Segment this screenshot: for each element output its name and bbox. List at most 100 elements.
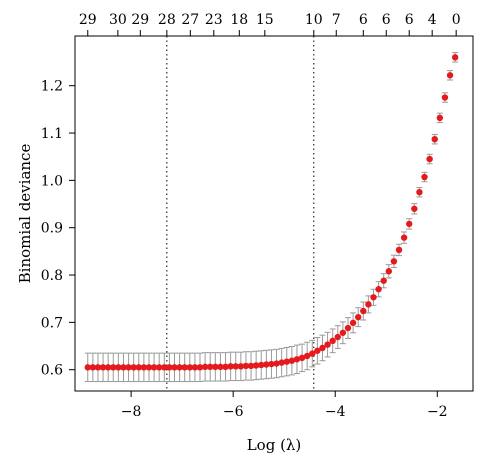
data-point (247, 362, 255, 370)
top-tick-label: 4 (428, 12, 437, 28)
data-point (370, 294, 377, 301)
top-tick-label: 23 (205, 12, 223, 28)
data-point (375, 286, 382, 293)
data-point (283, 358, 290, 365)
data-point (309, 350, 316, 357)
plot-frame (74, 35, 474, 392)
data-point (446, 72, 454, 79)
x-tick-label: −8 (121, 404, 142, 420)
reference-lines (166, 36, 315, 391)
data-point (288, 357, 296, 364)
data-point (145, 364, 153, 371)
data-point (324, 341, 331, 348)
top-tick-label: 29 (79, 12, 97, 28)
data-point (135, 364, 142, 371)
data-point (150, 364, 158, 371)
data-point (99, 364, 107, 371)
y-tick-label: 1.2 (41, 79, 63, 95)
x-axis-ticks: −8 −6 −4 −2 (121, 391, 448, 420)
data-point (273, 360, 280, 367)
data-point (94, 364, 102, 371)
data-point (140, 364, 148, 371)
data-point (436, 114, 444, 122)
plot-border (74, 35, 474, 392)
data-point (354, 313, 362, 321)
data-point (227, 363, 234, 370)
data-point (186, 364, 194, 371)
data-point (395, 246, 403, 254)
data-point (115, 364, 122, 371)
data-point (125, 364, 132, 371)
x-tick-label: −6 (223, 404, 244, 420)
y-tick-label: 1.1 (41, 126, 63, 142)
data-point (314, 347, 321, 354)
y-tick-label: 0.8 (41, 268, 63, 284)
data-point (181, 364, 188, 371)
top-tick-label: 6 (382, 12, 391, 28)
data-point (416, 189, 423, 196)
data-point (212, 363, 219, 371)
data-point (385, 268, 393, 275)
data-point (406, 220, 413, 228)
top-tick-label: 30 (109, 12, 127, 28)
data-point (334, 333, 341, 341)
data-point (201, 363, 209, 371)
x-axis-label: Log (λ) (247, 436, 302, 454)
data-point (278, 359, 285, 366)
top-tick-label: 7 (332, 12, 341, 28)
top-tick-label: 18 (230, 12, 248, 28)
data-point (171, 364, 178, 371)
top-tick-label: 0 (452, 12, 461, 28)
data-point (411, 205, 418, 212)
data-point (232, 363, 239, 370)
data-point (268, 360, 275, 368)
data-point (380, 277, 387, 284)
top-tick-label: 29 (131, 12, 149, 28)
error-bars (84, 52, 459, 383)
data-point (293, 356, 301, 363)
top-tick-label: 15 (256, 12, 274, 28)
data-point (166, 364, 173, 371)
data-point (252, 362, 260, 369)
data-point (120, 364, 127, 371)
data-point (161, 364, 168, 371)
data-point (400, 234, 408, 241)
top-tick-label: 6 (405, 12, 414, 28)
data-point (104, 364, 112, 371)
top-tick-label: 6 (359, 12, 368, 28)
data-point (222, 363, 229, 371)
x-tick-label: −2 (427, 404, 448, 420)
data-point (84, 364, 91, 371)
top-tick-label: 27 (181, 12, 199, 28)
x-tick-label: −4 (325, 404, 346, 420)
y-tick-label: 0.9 (41, 221, 63, 237)
data-point (349, 319, 357, 327)
data-point (155, 364, 163, 371)
data-point (431, 135, 438, 143)
y-tick-label: 0.7 (41, 315, 63, 331)
data-point (390, 258, 398, 265)
data-point (441, 94, 449, 101)
y-tick-label: 1.0 (41, 173, 63, 189)
data-points (84, 54, 459, 371)
data-point (130, 364, 137, 371)
data-point (237, 363, 245, 370)
data-point (89, 364, 97, 371)
data-point (191, 364, 199, 371)
y-tick-label: 0.6 (41, 363, 63, 379)
data-point (329, 337, 336, 345)
data-point (176, 364, 183, 371)
y-axis-ticks: 0.6 0.7 0.8 0.9 1.0 1.1 1.2 (41, 79, 75, 379)
data-point (196, 364, 204, 371)
top-axis-ticks: 29 30 29 28 27 23 18 15 10 7 6 6 6 4 0 (79, 12, 461, 36)
data-point (207, 363, 214, 371)
data-point (242, 362, 250, 370)
data-point (426, 155, 433, 163)
data-point (263, 361, 270, 368)
data-point (258, 361, 265, 369)
top-tick-label: 28 (158, 12, 176, 28)
data-point (344, 324, 352, 332)
y-axis-label: Binomial deviance (16, 144, 34, 284)
